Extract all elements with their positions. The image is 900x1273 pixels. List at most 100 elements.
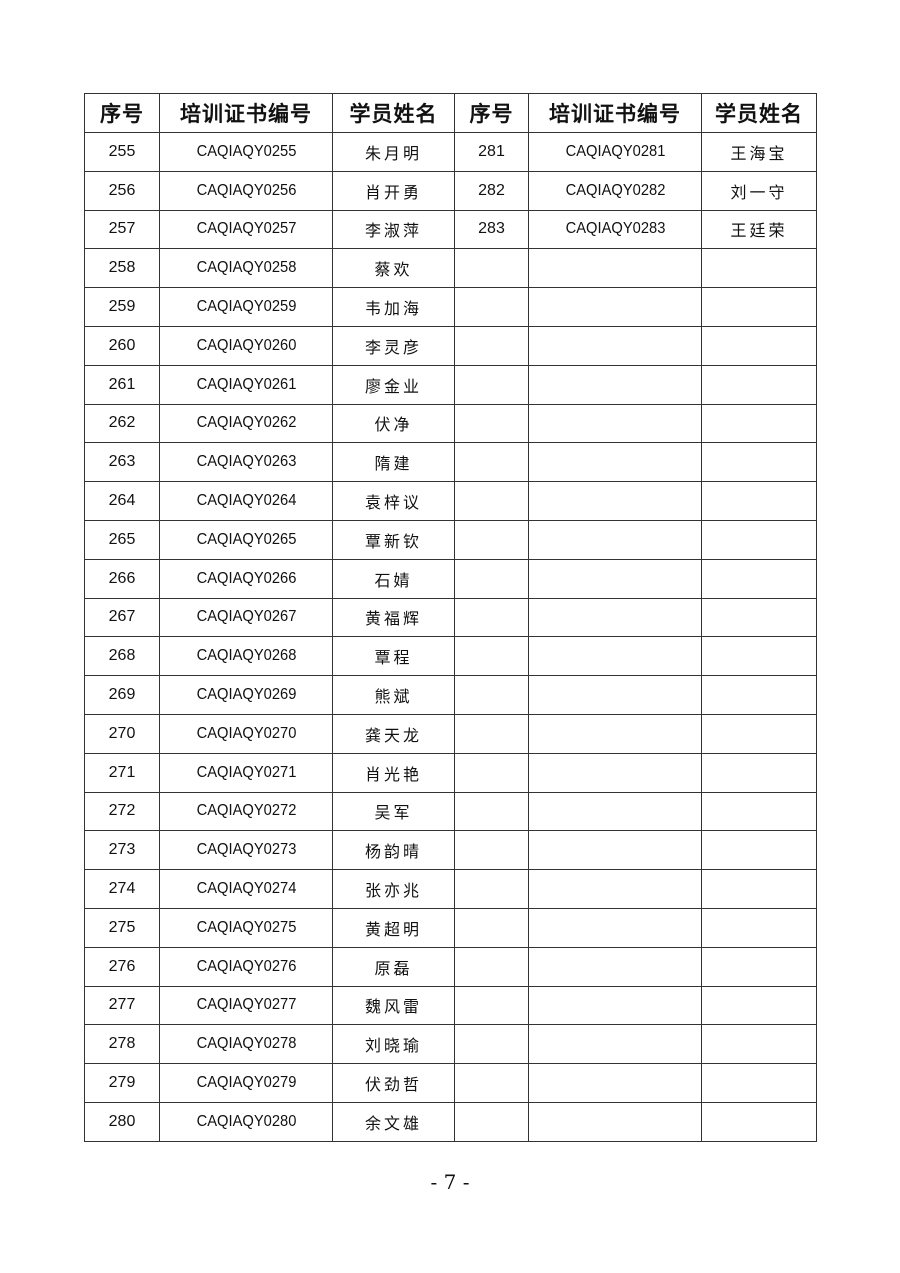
- table-row: 266 CAQIAQY0266 石婧: [84, 558, 817, 599]
- name-cell: [701, 597, 817, 638]
- cert-no-cell: [534, 558, 696, 599]
- seq-cell: 282: [454, 170, 529, 211]
- cert-no-cell: CAQIAQY0271: [165, 752, 327, 793]
- name-cell: 龚天龙: [332, 713, 455, 754]
- cert-no-cell: CAQIAQY0257: [165, 209, 327, 250]
- seq-cell: 264: [84, 481, 160, 521]
- name-cell: [701, 481, 817, 521]
- seq-cell: 283: [454, 209, 529, 250]
- table-row: 272 CAQIAQY0272 吴军: [84, 791, 817, 832]
- name-cell: 肖开勇: [332, 170, 455, 211]
- seq-cell: 281: [454, 132, 529, 172]
- name-cell: [701, 946, 817, 987]
- seq-cell: 258: [84, 248, 160, 289]
- name-cell: [701, 791, 817, 832]
- name-cell: 黄福辉: [332, 597, 455, 638]
- name-cell: [701, 442, 817, 483]
- name-cell: 熊斌: [332, 675, 455, 715]
- seq-cell: 275: [84, 907, 160, 948]
- name-cell: 黄超明: [332, 907, 455, 948]
- seq-cell: [454, 248, 529, 289]
- cert-no-cell: [534, 325, 696, 366]
- cert-no-cell: CAQIAQY0259: [165, 287, 327, 327]
- cert-no-cell: CAQIAQY0268: [165, 636, 327, 677]
- cert-no-cell: [534, 869, 696, 909]
- cert-no-cell: [534, 636, 696, 677]
- seq-cell: [454, 325, 529, 366]
- table-row: 259 CAQIAQY0259 韦加海: [84, 287, 817, 327]
- header-seq: 序号: [454, 93, 529, 133]
- cert-no-cell: CAQIAQY0277: [165, 985, 327, 1026]
- seq-cell: 255: [84, 132, 160, 172]
- name-cell: [701, 364, 817, 405]
- seq-cell: 278: [84, 1024, 160, 1065]
- cert-no-cell: CAQIAQY0279: [165, 1063, 327, 1103]
- table-row: 265 CAQIAQY0265 覃新钦: [84, 519, 817, 560]
- name-cell: 朱月明: [332, 132, 455, 172]
- table-row: 263 CAQIAQY0263 隋建: [84, 442, 817, 483]
- table-row: 261 CAQIAQY0261 廖金业: [84, 364, 817, 405]
- seq-cell: [454, 791, 529, 832]
- name-cell: 隋建: [332, 442, 455, 483]
- cert-no-cell: [534, 364, 696, 405]
- table-row: 262 CAQIAQY0262 伏净: [84, 403, 817, 444]
- name-cell: [701, 403, 817, 444]
- table-row: 280 CAQIAQY0280 余文雄: [84, 1101, 817, 1142]
- name-cell: 原磊: [332, 946, 455, 987]
- table-row: 258 CAQIAQY0258 蔡欢: [84, 248, 817, 289]
- seq-cell: 259: [84, 287, 160, 327]
- cert-no-cell: CAQIAQY0270: [165, 713, 327, 754]
- cert-no-cell: CAQIAQY0260: [165, 325, 327, 366]
- seq-cell: 268: [84, 636, 160, 677]
- name-cell: [701, 869, 817, 909]
- table-row: 256 CAQIAQY0256 肖开勇 282 CAQIAQY0282 刘一守: [84, 170, 817, 211]
- cert-no-cell: CAQIAQY0278: [165, 1024, 327, 1065]
- cert-no-cell: [534, 442, 696, 483]
- table-row: 268 CAQIAQY0268 覃程: [84, 636, 817, 677]
- cert-no-cell: [534, 481, 696, 521]
- name-cell: 吴军: [332, 791, 455, 832]
- name-cell: 韦加海: [332, 287, 455, 327]
- name-cell: [701, 558, 817, 599]
- cert-no-cell: [534, 1063, 696, 1103]
- name-cell: [701, 1024, 817, 1065]
- seq-cell: 267: [84, 597, 160, 638]
- seq-cell: [454, 985, 529, 1026]
- seq-cell: 270: [84, 713, 160, 754]
- table-row: 264 CAQIAQY0264 袁梓议: [84, 481, 817, 521]
- cert-no-cell: [534, 985, 696, 1026]
- seq-cell: [454, 442, 529, 483]
- cert-no-cell: CAQIAQY0275: [165, 907, 327, 948]
- name-cell: 肖光艳: [332, 752, 455, 793]
- name-cell: 王廷荣: [701, 209, 817, 250]
- seq-cell: [454, 675, 529, 715]
- cert-no-cell: CAQIAQY0273: [165, 830, 327, 871]
- seq-cell: 266: [84, 558, 160, 599]
- name-cell: [701, 907, 817, 948]
- name-cell: [701, 1063, 817, 1103]
- name-cell: [701, 675, 817, 715]
- cert-no-cell: [534, 403, 696, 444]
- table-row: 271 CAQIAQY0271 肖光艳: [84, 752, 817, 793]
- seq-cell: [454, 907, 529, 948]
- cert-no-cell: [534, 287, 696, 327]
- cert-no-cell: CAQIAQY0281: [534, 132, 696, 172]
- seq-cell: [454, 1024, 529, 1065]
- name-cell: [701, 325, 817, 366]
- name-cell: 王海宝: [701, 132, 817, 172]
- cert-no-cell: [534, 946, 696, 987]
- cert-no-cell: [534, 1024, 696, 1065]
- header-cert-no: 培训证书编号: [528, 93, 702, 133]
- name-cell: 杨韵晴: [332, 830, 455, 871]
- seq-cell: 256: [84, 170, 160, 211]
- table-row: 260 CAQIAQY0260 李灵彦: [84, 325, 817, 366]
- seq-cell: 262: [84, 403, 160, 444]
- name-cell: [701, 1101, 817, 1142]
- seq-cell: 274: [84, 869, 160, 909]
- table-row: 276 CAQIAQY0276 原磊: [84, 946, 817, 987]
- name-cell: 刘一守: [701, 170, 817, 211]
- seq-cell: [454, 946, 529, 987]
- cert-no-cell: CAQIAQY0262: [165, 403, 327, 444]
- table-row: 278 CAQIAQY0278 刘晓瑜: [84, 1024, 817, 1065]
- cert-no-cell: [534, 752, 696, 793]
